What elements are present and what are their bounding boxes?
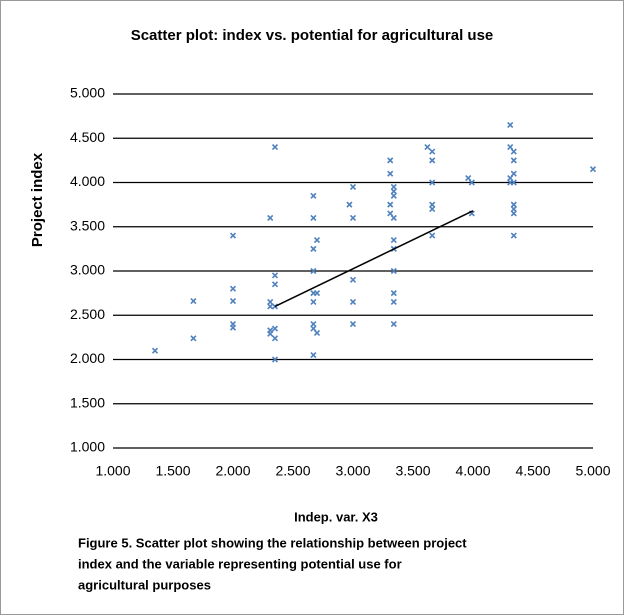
scatter-point [387, 170, 394, 177]
scatter-point [510, 210, 517, 217]
scatter-point [310, 267, 317, 275]
scatter-point [429, 148, 436, 155]
x-tick-label: 1.000 [95, 463, 130, 479]
scatter-point [390, 236, 397, 244]
scatter-point [390, 214, 397, 221]
y-tick-label: 2.000 [70, 350, 105, 366]
scatter-point [310, 245, 317, 252]
scatter-point [271, 325, 279, 332]
x-tick-label: 2.000 [215, 463, 250, 479]
scatter-point [429, 179, 436, 186]
scatter-point [271, 356, 279, 363]
x-tick-label: 2.500 [275, 463, 310, 479]
scatter-point [589, 166, 597, 173]
scatter-point [313, 236, 321, 244]
scatter-point [349, 321, 357, 328]
x-axis-label: Indep. var. X3 [294, 509, 378, 524]
scatter-point [346, 201, 353, 208]
scatter-point [267, 214, 274, 221]
scatter-point [387, 157, 394, 164]
scatter-point [229, 324, 237, 331]
scatter-point [190, 335, 197, 342]
scatter-point [429, 232, 436, 239]
trendline [274, 210, 474, 308]
scatter-point [229, 298, 237, 305]
y-tick-label: 5.000 [70, 85, 105, 101]
scatter-point [468, 179, 475, 186]
chart-title: Scatter plot: index vs. potential for ag… [131, 27, 494, 44]
y-tick-label: 3.000 [70, 262, 105, 278]
scatter-point [510, 232, 517, 239]
scatter-point [424, 144, 431, 151]
x-tick-label: 3.000 [335, 463, 370, 479]
scatter-point [271, 144, 279, 151]
scatter-point [429, 157, 436, 164]
scatter-point [229, 285, 237, 292]
scatter-point [349, 183, 357, 190]
x-tick-label: 3.500 [395, 463, 430, 479]
scatter-point [310, 214, 317, 221]
scatter-point [310, 352, 317, 359]
scatter-point [390, 188, 397, 195]
caption: Figure 5. Scatter plot showing the relat… [78, 535, 467, 550]
scatter-point [151, 347, 159, 354]
x-tick-label: 5.000 [575, 463, 610, 479]
scatter-point [310, 298, 317, 306]
scatter-point [507, 121, 514, 129]
scatter-point [267, 303, 274, 310]
x-tick-label: 1.500 [155, 463, 190, 479]
scatter-point [271, 281, 279, 288]
x-tick-label: 4.000 [455, 463, 490, 479]
scatter-point [190, 298, 197, 305]
scatter-point [349, 298, 357, 306]
scatter-point [510, 148, 517, 155]
scatter-point [510, 170, 517, 177]
scatter-point [271, 335, 279, 342]
scatter-point [390, 298, 397, 306]
scatter-point [271, 272, 279, 279]
scatter-point [310, 192, 317, 199]
y-tick-label: 4.500 [70, 129, 105, 145]
scatter-point [510, 157, 517, 164]
y-tick-label: 3.500 [70, 217, 105, 233]
y-tick-label: 4.000 [70, 173, 105, 189]
y-tick-label: 1.500 [70, 394, 105, 410]
scatter-point [313, 290, 321, 297]
x-tick-label: 4.500 [515, 463, 550, 479]
scatter-point [390, 290, 397, 297]
y-tick-label: 1.000 [70, 439, 105, 455]
scatter-point [390, 321, 397, 328]
scatter-point [429, 205, 436, 213]
scatter-point [313, 329, 321, 337]
scatter-point [349, 276, 357, 283]
y-axis-label: Project index [29, 152, 46, 247]
scatter-point [349, 214, 357, 221]
scatter-point [510, 179, 517, 186]
caption: agricultural purposes [78, 577, 211, 592]
scatter-point [387, 201, 394, 208]
scatter-point [229, 232, 237, 239]
scatter-point [267, 330, 274, 337]
scatter-point [390, 267, 397, 275]
caption: index and the variable representing pote… [78, 556, 402, 571]
y-tick-label: 2.500 [70, 306, 105, 322]
